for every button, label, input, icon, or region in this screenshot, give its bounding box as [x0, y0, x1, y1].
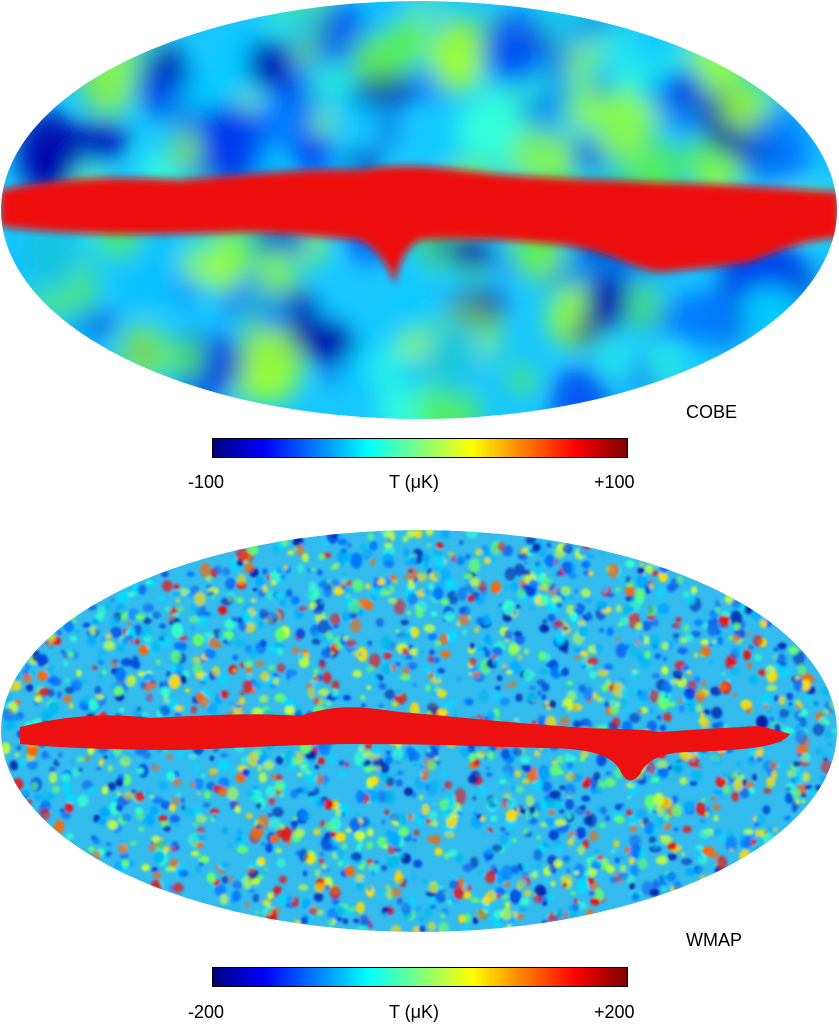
- cobe-colorbar-max: +100: [594, 472, 635, 492]
- wmap-panel: WMAP -200 T (μK) +200: [0, 512, 839, 1024]
- cobe-panel: COBE -100 T (μK) +100: [0, 0, 839, 500]
- wmap-galactic-plane: [20, 707, 790, 781]
- wmap-label: WMAP: [686, 930, 742, 950]
- cobe-label: COBE: [686, 402, 738, 422]
- cobe-colorbar-min: -100: [188, 472, 225, 492]
- wmap-colorbar-min: -200: [188, 1002, 225, 1022]
- wmap-colorbar-title: T (μK): [389, 1002, 440, 1022]
- wmap-sky-map: [1, 530, 837, 932]
- cobe-colorbar-title: T (μK): [389, 472, 440, 492]
- cobe-galactic-plane: [1, 166, 837, 285]
- wmap-colorbar: [212, 967, 628, 987]
- wmap-colorbar-max: +200: [594, 1002, 635, 1022]
- cobe-sky-map: [1, 1, 837, 419]
- cobe-colorbar: [212, 438, 628, 458]
